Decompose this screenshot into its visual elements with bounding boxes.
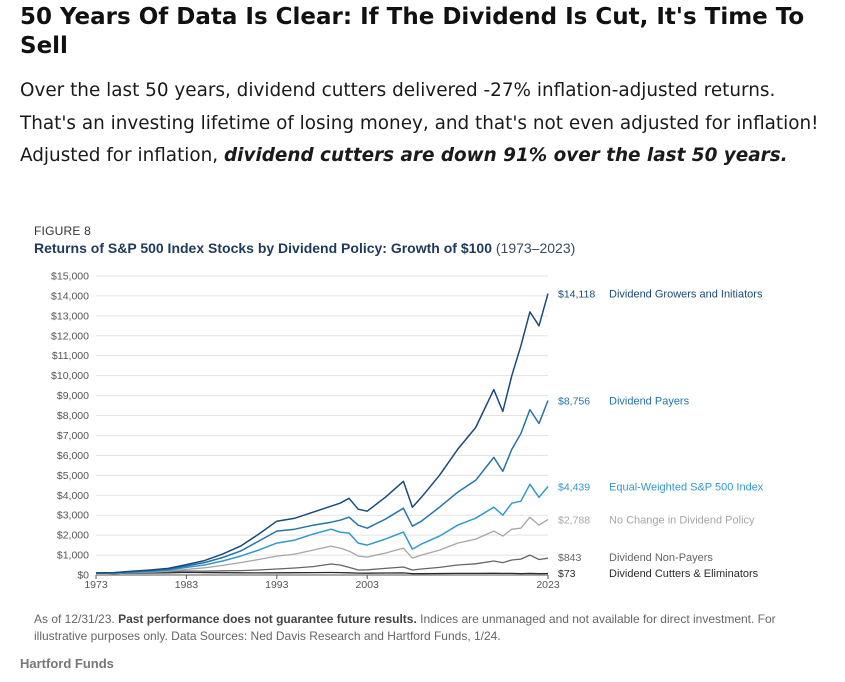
x-tick-label: 1993: [265, 579, 289, 591]
intro-emphasis: dividend cutters are down 91% over the l…: [224, 145, 788, 166]
series-name-label: Dividend Non-Payers: [609, 552, 713, 564]
x-tick-label: 1983: [175, 579, 199, 591]
series-name-label: No Change in Dividend Policy: [609, 514, 755, 526]
end-value-label: $14,118: [558, 289, 595, 301]
footnote-prefix: As of 12/31/23.: [34, 612, 119, 626]
series-line: [95, 554, 549, 575]
y-tick-label: $7,000: [57, 430, 89, 442]
footnote: As of 12/31/23. Past performance does no…: [34, 611, 824, 645]
series-name-label: Dividend Growers and Initiators: [609, 289, 763, 301]
end-value-label: $73: [558, 568, 576, 580]
y-tick-label: $12,000: [51, 330, 89, 342]
x-tick-label: 2023: [536, 579, 560, 591]
y-tick-label: $2,000: [57, 530, 89, 542]
series-name-label: Equal-Weighted S&P 500 Index: [609, 482, 764, 494]
y-tick-label: $3,000: [57, 510, 89, 522]
figure-label: FIGURE 8: [34, 224, 91, 238]
y-tick-label: $5,000: [57, 470, 89, 482]
end-value-label: $4,439: [558, 482, 590, 494]
series-line: [95, 483, 549, 574]
y-tick-label: $11,000: [52, 350, 89, 362]
chart-title: Returns of S&P 500 Index Stocks by Divid…: [34, 240, 575, 256]
end-value-label: $843: [558, 552, 582, 564]
series-line: [95, 571, 549, 575]
end-value-label: $8,756: [558, 395, 590, 407]
y-tick-label: $1,000: [57, 550, 89, 562]
end-labels: $14,118 Dividend Growers and Initiators $8…: [558, 289, 764, 580]
footnote-disclaimer: Past performance does not guarantee futu…: [118, 612, 417, 626]
chart-title-main: Returns of S&P 500 Index Stocks by Divid…: [34, 240, 492, 256]
y-tick-label: $8,000: [57, 410, 89, 422]
chart-title-years: (1973–2023): [495, 240, 576, 256]
intro-paragraph: Over the last 50 years, dividend cutters…: [20, 75, 820, 173]
y-tick-label: $4,000: [57, 490, 89, 502]
headline: 50 Years Of Data Is Clear: If The Divide…: [20, 4, 805, 59]
series-name-label: Dividend Payers: [609, 395, 690, 407]
series-line: [95, 400, 549, 574]
series-line: [95, 516, 549, 574]
axes: $0 $1,000 $2,000 $3,000 $4,000 $5,000 $6,000 $7…: [51, 271, 560, 592]
series-lines: [95, 293, 549, 575]
y-tick-label: $6,000: [57, 450, 89, 462]
y-tick-label: $0: [77, 570, 89, 582]
y-tick-label: $9,000: [57, 390, 89, 402]
y-tick-label: $14,000: [51, 290, 89, 302]
end-value-label: $2,788: [558, 514, 590, 526]
y-tick-label: $15,000: [51, 271, 89, 283]
series-line: [95, 293, 549, 574]
series-name-label: Dividend Cutters & Eliminators: [609, 568, 759, 580]
grid-lines: [96, 275, 548, 556]
footnote-rest: Indices are unmanaged and not available …: [34, 612, 776, 643]
source-label: Hartford Funds: [20, 656, 114, 671]
x-tick-label: 1973: [84, 579, 108, 591]
y-tick-label: $10,000: [51, 370, 89, 382]
line-chart: $0 $1,000 $2,000 $3,000 $4,000 $5,000 $6,000 $7…: [51, 271, 764, 592]
y-tick-label: $13,000: [51, 310, 89, 322]
x-tick-label: 2003: [356, 579, 380, 591]
intro-text: Over the last 50 years, dividend cutters…: [20, 80, 819, 166]
